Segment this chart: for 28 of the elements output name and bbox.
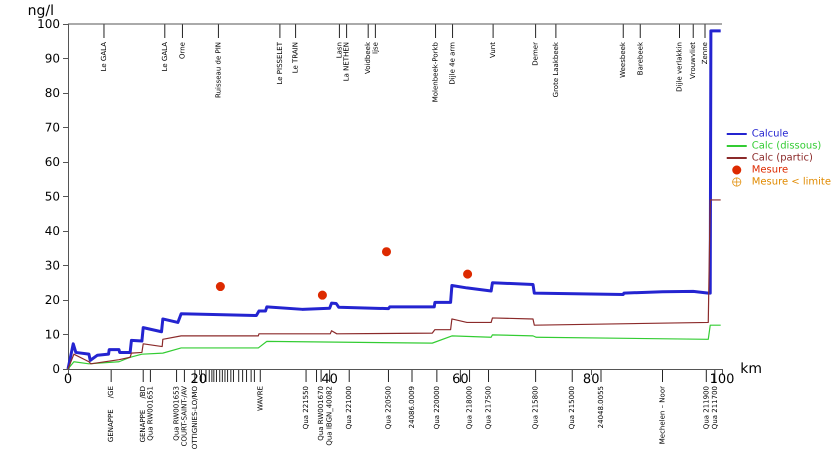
legend-label: Calcule <box>752 128 788 140</box>
legend-label: Calc (partic) <box>752 152 813 164</box>
legend-label: Mesure < limite <box>752 176 832 188</box>
y-axis-title: ng/l <box>28 3 54 19</box>
y-tick-label: 80 <box>44 86 60 100</box>
x-tick-label: 0 <box>64 372 72 387</box>
y-tick-label: 50 <box>44 190 60 204</box>
point <box>382 247 391 256</box>
y-tick-label: 30 <box>44 258 60 272</box>
point <box>318 290 327 300</box>
point <box>216 282 225 292</box>
point <box>463 270 472 279</box>
y-tick-label: 0 <box>52 362 60 376</box>
x-tick-label: 20 <box>190 372 208 387</box>
x-tick-label: 60 <box>452 372 469 387</box>
y-tick-label: 60 <box>44 155 60 169</box>
x-tick-label: 40 <box>321 372 338 387</box>
legend-label: Mesure <box>752 164 788 176</box>
x-tick-label: 80 <box>582 372 600 387</box>
y-tick-label: 70 <box>44 120 60 134</box>
legend-label: Calc (dissous) <box>752 140 822 152</box>
x-axis-title: km <box>740 361 762 377</box>
y-tick-label: 100 <box>37 17 60 31</box>
y-tick-label: 20 <box>44 293 60 307</box>
x-tick-label: 100 <box>710 372 734 387</box>
y-tick-label: 90 <box>44 52 60 66</box>
y-tick-label: 40 <box>44 224 60 238</box>
y-tick-label: 10 <box>44 328 60 342</box>
